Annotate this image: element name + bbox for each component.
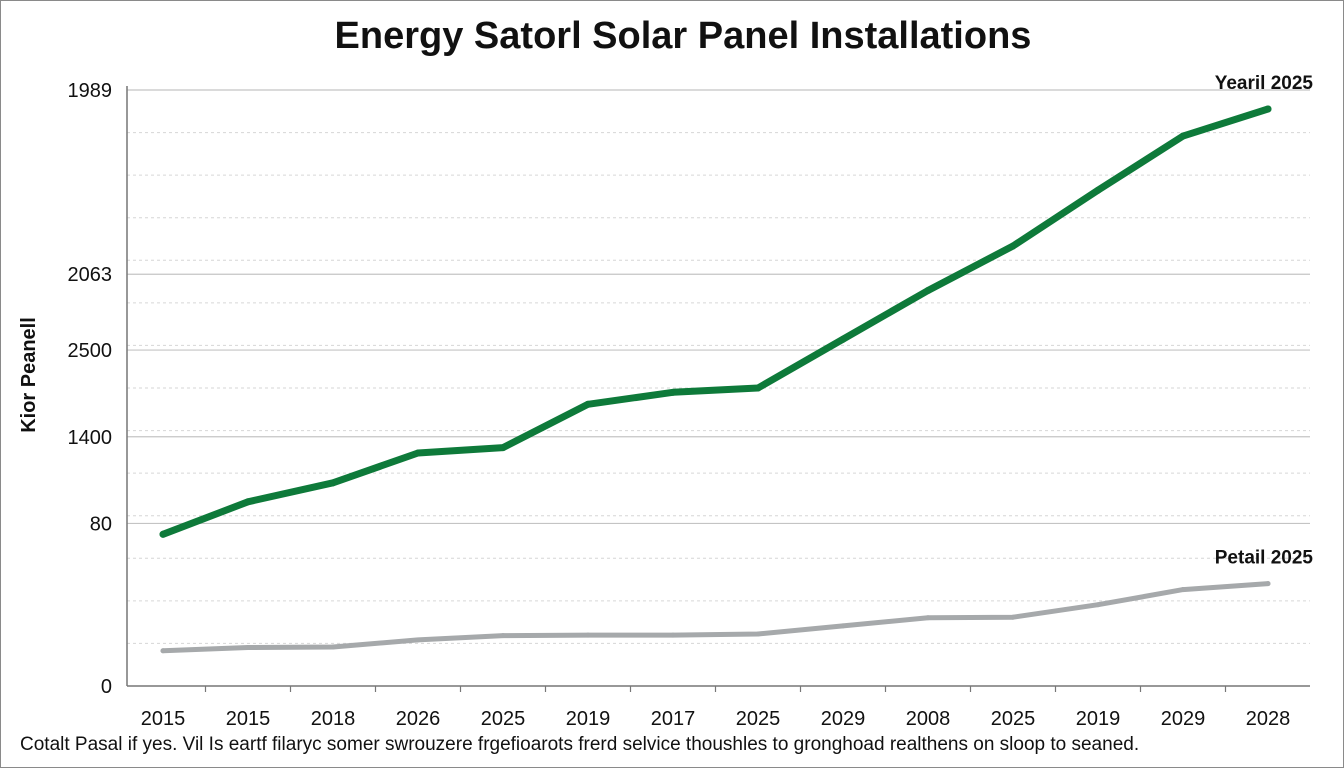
data-point [840, 623, 846, 629]
x-tick-label: 2026 [396, 708, 441, 730]
x-tick-label: 2008 [906, 708, 951, 730]
x-tick-label: 2017 [651, 708, 696, 730]
series-label: Petail 2025 [1215, 548, 1314, 569]
x-tick-label: 2015 [141, 708, 186, 730]
x-tick-label: 2025 [991, 708, 1036, 730]
data-point [924, 286, 932, 294]
y-tick-label: 2063 [68, 264, 113, 286]
x-tick-label: 2029 [1161, 708, 1206, 730]
data-point [500, 633, 506, 639]
data-point [1009, 242, 1017, 250]
data-point [754, 384, 762, 392]
data-point [670, 632, 676, 638]
y-tick-label: 80 [90, 513, 112, 535]
x-tick-label: 2019 [1076, 708, 1121, 730]
data-point [160, 648, 166, 654]
data-point [1264, 105, 1272, 113]
data-point [244, 498, 252, 506]
series-lines [159, 105, 1272, 654]
x-tick-label: 2028 [1246, 708, 1291, 730]
y-axis-label: Kior Peanell [18, 317, 40, 433]
data-point [669, 388, 677, 396]
x-tick-label: 2025 [481, 708, 526, 730]
tick-labels: 0 80 1400 2500 2063 1989 2015 2015 2018 2026 2025 2… [68, 73, 1314, 730]
data-point [414, 449, 422, 457]
data-point [1265, 581, 1271, 587]
data-point [415, 637, 421, 643]
data-point [585, 632, 591, 638]
chart-title: Energy Satorl Solar Panel Installations [335, 15, 1032, 57]
chart-caption: Cotalt Pasal if yes. Vil Is eartf filary… [20, 734, 1140, 755]
data-point [1095, 602, 1101, 608]
y-tick-label: 2500 [68, 340, 113, 362]
series-line-petail [160, 581, 1271, 654]
series-line-yearil [159, 105, 1272, 538]
y-tick-label: 1400 [68, 427, 113, 449]
data-point [159, 530, 167, 538]
x-tick-label: 2015 [226, 708, 271, 730]
y-tick-label: 1989 [68, 80, 113, 102]
series-label: Yearil 2025 [1215, 73, 1314, 94]
data-point [1094, 186, 1102, 194]
data-point [925, 615, 931, 621]
x-tick-label: 2029 [821, 708, 866, 730]
x-tick-label: 2019 [566, 708, 611, 730]
data-point [245, 645, 251, 651]
data-point [1010, 614, 1016, 620]
grid-lines [127, 89, 1310, 644]
data-point [755, 631, 761, 637]
data-point [499, 444, 507, 452]
axes [126, 86, 1310, 692]
data-point [1180, 587, 1186, 593]
data-point [1179, 132, 1187, 140]
data-point [330, 644, 336, 650]
data-point [329, 479, 337, 487]
x-tick-label: 2025 [736, 708, 781, 730]
data-point [584, 400, 592, 408]
x-tick-label: 2018 [311, 708, 356, 730]
y-tick-label: 0 [101, 676, 112, 698]
data-point [839, 335, 847, 343]
